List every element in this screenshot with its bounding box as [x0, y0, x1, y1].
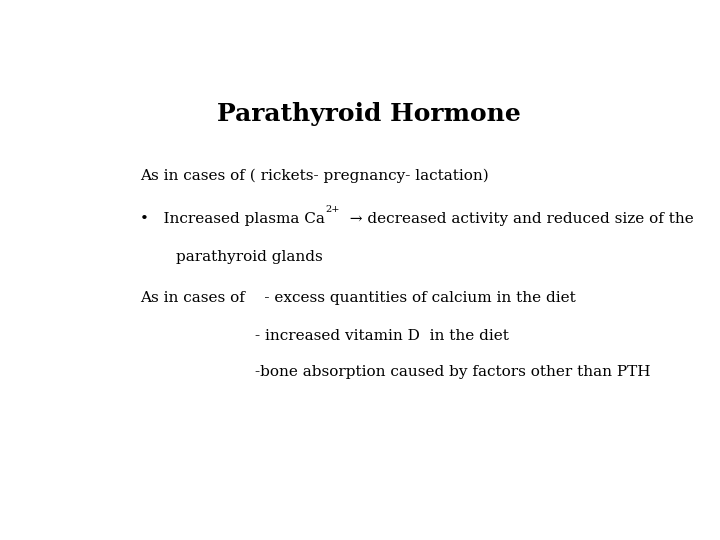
- Text: parathyroid glands: parathyroid glands: [176, 250, 323, 264]
- Text: → decreased activity and reduced size of the: → decreased activity and reduced size of…: [340, 212, 693, 226]
- Text: - increased vitamin D  in the diet: - increased vitamin D in the diet: [255, 329, 508, 343]
- Text: •   Increased plasma Ca: • Increased plasma Ca: [140, 212, 325, 226]
- Text: As in cases of    - excess quantities of calcium in the diet: As in cases of - excess quantities of ca…: [140, 292, 576, 306]
- Text: 2+: 2+: [325, 205, 340, 214]
- Text: As in cases of ( rickets- pregnancy- lactation): As in cases of ( rickets- pregnancy- lac…: [140, 168, 489, 183]
- Text: -bone absorption caused by factors other than PTH: -bone absorption caused by factors other…: [255, 365, 650, 379]
- Text: Parathyroid Hormone: Parathyroid Hormone: [217, 102, 521, 126]
